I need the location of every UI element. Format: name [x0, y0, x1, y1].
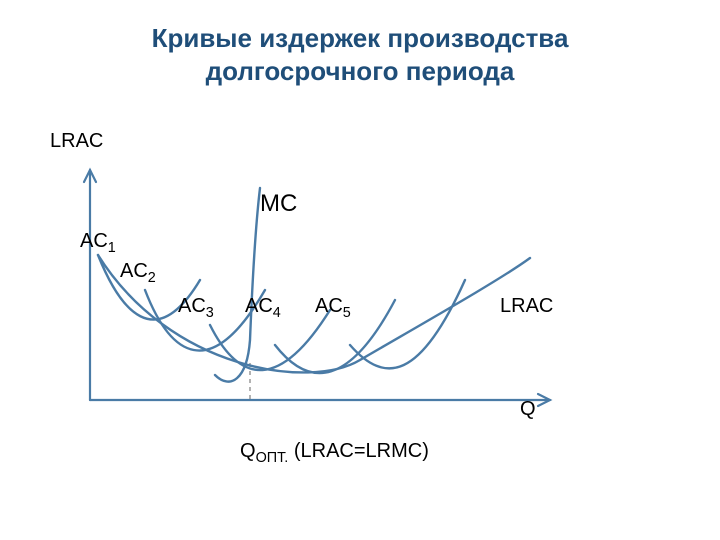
label-ac3: AC3: [178, 295, 214, 321]
label-q-opt: QОПТ. (LRAC=LRMC): [240, 440, 429, 466]
page-title: Кривые издержек производства долгосрочно…: [0, 0, 720, 87]
label-ac2: AC2: [120, 260, 156, 286]
curve-mc: [215, 188, 260, 382]
label-lrac-right: LRAC: [500, 295, 553, 318]
title-line-2: долгосрочного периода: [0, 55, 720, 88]
cost-curves-chart: LRAC MC AC1 AC2 AC3 AC4 AC5 LRAC Q QОПТ.…: [50, 130, 590, 500]
axes: [84, 170, 550, 406]
label-mc: MC: [260, 190, 297, 218]
label-q: Q: [520, 398, 536, 421]
label-ac4: AC4: [245, 295, 281, 321]
curve-lrac: [98, 255, 530, 372]
title-line-1: Кривые издержек производства: [0, 22, 720, 55]
label-ac1: AC1: [80, 230, 116, 256]
label-ac5: AC5: [315, 295, 351, 321]
label-lrac-top: LRAC: [50, 130, 103, 153]
